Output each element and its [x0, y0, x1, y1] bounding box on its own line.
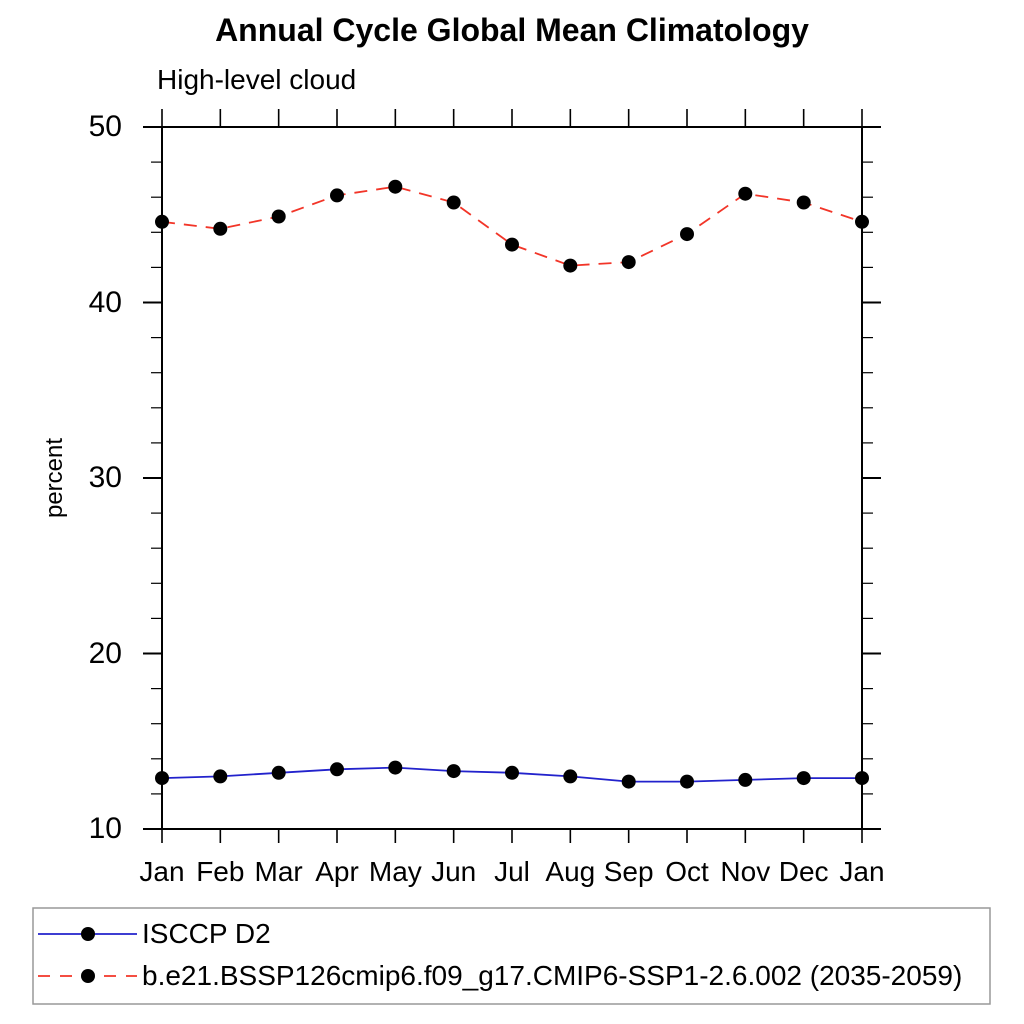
- legend-sample-marker-0: [81, 927, 95, 941]
- legend-label-model-run: b.e21.BSSP126cmip6.f09_g17.CMIP6-SSP1-2.…: [142, 960, 963, 991]
- series-0-marker: [155, 771, 169, 786]
- series-1-marker: [388, 179, 403, 194]
- series-1-marker: [680, 227, 694, 242]
- chart-title: Annual Cycle Global Mean Climatology: [215, 12, 809, 48]
- y-tick-label-50: 50: [88, 110, 122, 143]
- series-0-marker: [796, 771, 811, 786]
- x-tick-label-feb: Feb: [196, 856, 245, 887]
- series-0-marker: [330, 762, 344, 777]
- chart-subtitle: High-level cloud: [157, 64, 357, 95]
- x-tick-label-apr: Apr: [315, 856, 359, 887]
- legend-box: [32, 907, 991, 1005]
- series-0-marker: [271, 765, 286, 780]
- legend-label-isccp-d2: ISCCP D2: [142, 918, 271, 949]
- series-0-marker: [855, 771, 869, 786]
- series-0-marker: [388, 760, 403, 775]
- x-tick-label-jul: Jul: [494, 856, 530, 887]
- x-tick-label-sep: Sep: [603, 856, 654, 887]
- series-1-marker: [213, 221, 228, 236]
- series-group: [155, 179, 869, 789]
- series-1-marker: [855, 214, 869, 229]
- series-1-marker: [505, 237, 519, 252]
- series-0-marker: [621, 774, 636, 789]
- x-tick-label-oct: Oct: [665, 856, 709, 887]
- x-tick-label-nov: Nov: [720, 856, 771, 887]
- legend-sample-marker-1: [81, 969, 95, 983]
- series-1-marker: [271, 209, 286, 224]
- x-tick-label-may: May: [368, 856, 422, 887]
- plot-border: [161, 126, 863, 830]
- series-1-marker: [621, 255, 636, 270]
- axes: [143, 109, 881, 843]
- series-1-marker: [446, 195, 461, 210]
- y-tick-label-20: 20: [88, 636, 122, 670]
- y-tick-label-30: 30: [88, 461, 122, 494]
- x-tick-label-mar: Mar: [254, 856, 303, 887]
- series-0-marker: [680, 774, 694, 789]
- y-tick-label-10: 10: [88, 812, 122, 845]
- series-0-marker: [738, 772, 753, 787]
- x-tick-label-jun: Jun: [431, 856, 477, 887]
- x-tick-label-jan: Jan: [139, 856, 185, 887]
- series-0-marker: [213, 769, 228, 784]
- series-line-1: [161, 185, 863, 267]
- series-1-marker: [563, 258, 578, 273]
- series-1-marker: [796, 195, 811, 210]
- series-0-marker: [446, 764, 461, 779]
- series-0-marker: [505, 765, 519, 780]
- x-tick-label-dec: Dec: [778, 856, 829, 887]
- series-0-marker: [563, 769, 578, 784]
- x-tick-label-jan2: Jan: [839, 856, 885, 887]
- legend-box-group: [32, 907, 991, 1005]
- x-tick-label-aug: Aug: [545, 856, 596, 887]
- y-axis-label: percent: [41, 438, 68, 518]
- y-tick-label-40: 40: [88, 285, 122, 319]
- series-1-marker: [738, 186, 753, 201]
- series-1-marker: [155, 214, 169, 229]
- series-1-marker: [330, 188, 344, 203]
